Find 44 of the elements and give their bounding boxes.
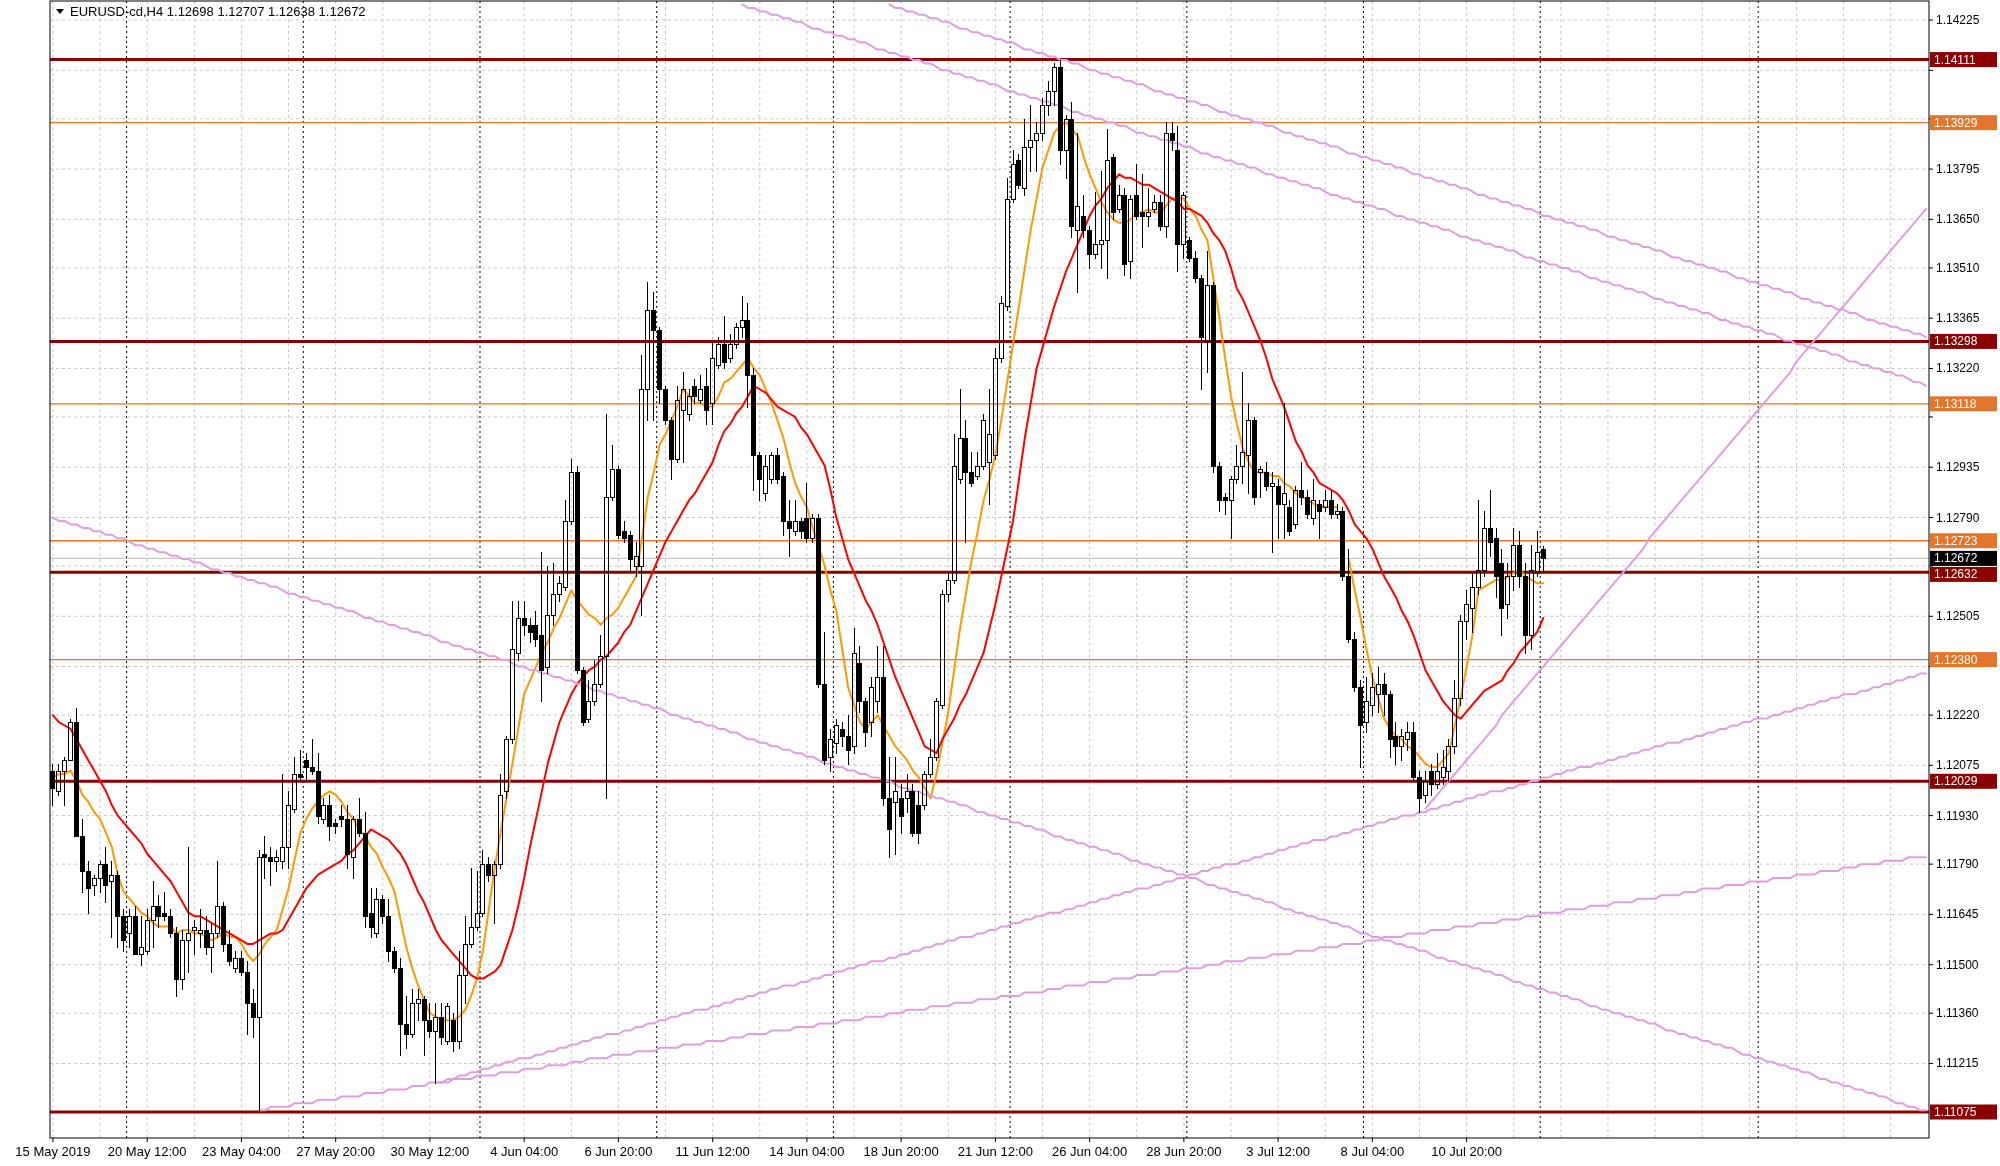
y-tick-label: 1.11500 [1936, 957, 1979, 972]
y-tick-label: 1.11645 [1936, 907, 1979, 922]
x-tick-label: 4 Jun 04:00 [490, 1144, 559, 1159]
x-tick-label: 20 May 12:00 [107, 1144, 187, 1159]
ref-line-label: 1.13118 [1934, 396, 1977, 411]
ref-line-label: 1.12672 [1934, 551, 1978, 566]
ref-line-label: 1.13298 [1934, 334, 1978, 349]
x-tick-label: 11 Jun 12:00 [675, 1144, 750, 1159]
y-tick-label: 1.13220 [1936, 361, 1980, 376]
y-tick-label: 1.14225 [1936, 13, 1980, 28]
ref-line-label: 1.14111 [1934, 52, 1976, 67]
x-tick-label: 6 Jun 20:00 [584, 1144, 653, 1159]
x-tick-label: 18 Jun 20:00 [863, 1144, 939, 1159]
y-tick-label: 1.13650 [1936, 212, 1980, 227]
y-tick-label: 1.12935 [1936, 460, 1980, 475]
x-tick-label: 21 Jun 12:00 [957, 1144, 1033, 1159]
y-tick-label: 1.11930 [1936, 808, 1979, 823]
y-tick-label: 1.11790 [1936, 857, 1979, 872]
chart-title: EURUSD-cd,H4 1.12698 1.12707 1.12638 1.12672 [70, 4, 366, 19]
ref-line-label: 1.13929 [1934, 115, 1978, 130]
x-tick-label: 10 Jul 20:00 [1431, 1144, 1503, 1159]
x-tick-label: 28 Jun 20:00 [1146, 1144, 1222, 1159]
ref-line-label: 1.12380 [1934, 652, 1978, 667]
y-tick-label: 1.12220 [1936, 708, 1980, 723]
ref-line-label: 1.11075 [1934, 1105, 1977, 1119]
x-tick-label: 14 Jun 04:00 [769, 1144, 845, 1159]
x-tick-label: 30 May 12:00 [390, 1144, 470, 1159]
x-tick-label: 27 May 20:00 [296, 1144, 376, 1159]
x-tick-label: 3 Jul 12:00 [1246, 1144, 1310, 1159]
y-tick-label: 1.13510 [1936, 260, 1980, 275]
y-tick-label: 1.13365 [1936, 311, 1980, 326]
ref-line-label: 1.12723 [1934, 533, 1978, 548]
y-tick-label: 1.11215 [1936, 1056, 1979, 1071]
y-tick-label: 1.12790 [1936, 510, 1980, 525]
x-tick-label: 23 May 04:00 [202, 1144, 281, 1159]
x-tick-label: 15 May 2019 [15, 1144, 91, 1159]
x-tick-label: 26 Jun 04:00 [1052, 1144, 1128, 1159]
ref-line-label: 1.12632 [1934, 567, 1978, 582]
y-tick-label: 1.12075 [1936, 758, 1980, 773]
y-tick-label: 1.13795 [1936, 162, 1980, 177]
ref-line-label: 1.12029 [1934, 774, 1978, 789]
y-tick-label: 1.12505 [1936, 609, 1980, 624]
x-tick-label: 8 Jul 04:00 [1340, 1144, 1405, 1159]
y-tick-label: 1.11360 [1936, 1006, 1979, 1021]
